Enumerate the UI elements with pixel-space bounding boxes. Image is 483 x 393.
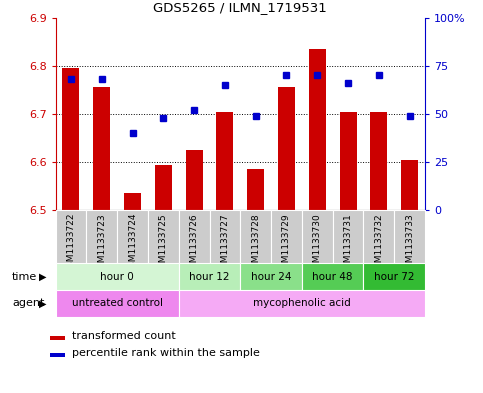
Text: ▶: ▶ [39, 298, 46, 309]
Bar [247, 169, 264, 210]
Bar [179, 263, 240, 290]
Bar [56, 210, 86, 263]
Text: untreated control: untreated control [71, 298, 163, 309]
Text: GSM1133724: GSM1133724 [128, 213, 137, 274]
Text: GSM1133725: GSM1133725 [159, 213, 168, 274]
Bar [240, 210, 271, 263]
Text: hour 0: hour 0 [100, 272, 134, 282]
Bar [155, 165, 172, 210]
Text: mycophenolic acid: mycophenolic acid [253, 298, 351, 309]
Bar [148, 210, 179, 263]
Bar [240, 263, 302, 290]
Text: GSM1133729: GSM1133729 [282, 213, 291, 274]
Text: GSM1133731: GSM1133731 [343, 213, 353, 274]
Bar [401, 160, 418, 210]
Bar [62, 68, 79, 210]
Text: time: time [12, 272, 37, 282]
Text: GSM1133727: GSM1133727 [220, 213, 229, 274]
Text: agent: agent [12, 298, 44, 309]
Title: GDS5265 / ILMN_1719531: GDS5265 / ILMN_1719531 [154, 1, 327, 14]
Bar [56, 290, 179, 317]
Text: hour 48: hour 48 [313, 272, 353, 282]
Text: GSM1133732: GSM1133732 [374, 213, 384, 274]
Text: transformed count: transformed count [72, 331, 176, 342]
Bar [50, 336, 65, 340]
Bar [370, 112, 387, 210]
Bar [216, 112, 233, 210]
Bar [117, 210, 148, 263]
Bar [364, 263, 425, 290]
Bar [86, 210, 117, 263]
Text: ▶: ▶ [39, 272, 46, 282]
Bar [124, 193, 141, 210]
Bar [210, 210, 240, 263]
Bar [50, 353, 65, 357]
Text: percentile rank within the sample: percentile rank within the sample [72, 348, 260, 358]
Text: GSM1133722: GSM1133722 [67, 213, 75, 274]
Bar [309, 49, 326, 210]
Bar [364, 210, 394, 263]
Bar [56, 263, 179, 290]
Bar [394, 210, 425, 263]
Text: hour 12: hour 12 [189, 272, 230, 282]
Text: GSM1133733: GSM1133733 [405, 213, 414, 274]
Bar [271, 210, 302, 263]
Text: GSM1133723: GSM1133723 [97, 213, 106, 274]
Bar [93, 88, 110, 210]
Bar [278, 88, 295, 210]
Text: hour 72: hour 72 [374, 272, 414, 282]
Bar [179, 290, 425, 317]
Bar [302, 210, 333, 263]
Text: GSM1133726: GSM1133726 [190, 213, 199, 274]
Text: GSM1133728: GSM1133728 [251, 213, 260, 274]
Bar [340, 112, 356, 210]
Text: GSM1133730: GSM1133730 [313, 213, 322, 274]
Bar [333, 210, 364, 263]
Bar [179, 210, 210, 263]
Bar [185, 150, 202, 210]
Bar [302, 263, 364, 290]
Text: hour 24: hour 24 [251, 272, 291, 282]
